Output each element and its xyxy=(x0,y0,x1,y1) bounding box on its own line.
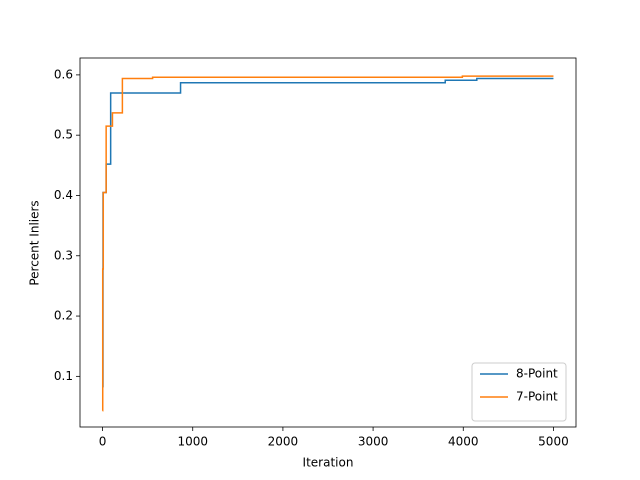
y-tick-label: 0.5 xyxy=(54,128,73,142)
legend-box xyxy=(471,362,567,422)
y-tick-label: 0.4 xyxy=(54,188,73,202)
x-tick-label: 0 xyxy=(99,435,107,449)
legend-label: 8-Point xyxy=(516,367,558,381)
x-tick-label: 4000 xyxy=(448,435,479,449)
x-tick-label: 2000 xyxy=(268,435,299,449)
y-tick-label: 0.1 xyxy=(54,369,73,383)
y-tick-label: 0.3 xyxy=(54,248,73,262)
y-tick-label: 0.6 xyxy=(54,67,73,81)
x-axis-label: Iteration xyxy=(303,456,354,470)
x-tick-label: 1000 xyxy=(177,435,208,449)
x-tick-label: 3000 xyxy=(358,435,389,449)
y-tick-label: 0.2 xyxy=(54,309,73,323)
y-axis-label: Percent Inliers xyxy=(28,200,42,285)
axes-frame xyxy=(79,57,577,428)
series-line xyxy=(101,75,554,412)
x-tick-label: 5000 xyxy=(538,435,569,449)
legend-label: 7-Point xyxy=(516,390,558,404)
